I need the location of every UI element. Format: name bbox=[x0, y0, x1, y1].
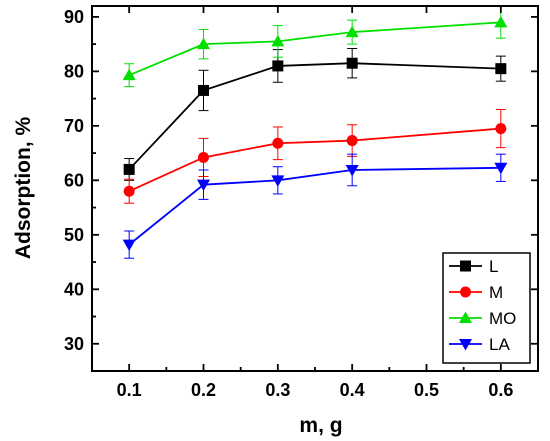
series-la bbox=[122, 153, 508, 259]
data-point bbox=[271, 34, 285, 47]
series-l bbox=[123, 47, 507, 181]
data-point bbox=[346, 135, 358, 147]
y-tick-label: 40 bbox=[64, 279, 84, 299]
y-tick-label: 50 bbox=[64, 225, 84, 245]
series-mo bbox=[122, 6, 508, 88]
x-tick-label: 0.2 bbox=[191, 380, 216, 400]
series-line bbox=[128, 62, 501, 171]
data-point bbox=[197, 37, 210, 50]
data-point bbox=[197, 179, 210, 192]
series-m bbox=[123, 109, 507, 204]
series-line bbox=[128, 127, 501, 193]
y-axis-title: Adsorption, % bbox=[12, 117, 35, 260]
data-point bbox=[345, 25, 359, 38]
series-line bbox=[128, 166, 501, 246]
series-layer bbox=[122, 6, 508, 259]
data-point bbox=[198, 151, 209, 163]
y-tick-label: 30 bbox=[64, 334, 84, 354]
data-point bbox=[271, 175, 285, 187]
y-tick-label: 90 bbox=[64, 7, 84, 27]
data-point bbox=[123, 163, 135, 175]
legend-label: MO bbox=[489, 309, 516, 328]
data-point bbox=[346, 57, 358, 69]
legend-marker bbox=[459, 339, 472, 351]
data-point bbox=[122, 68, 136, 81]
x-tick-label: 0.1 bbox=[117, 380, 142, 400]
data-point bbox=[272, 60, 284, 72]
data-point bbox=[495, 63, 507, 75]
data-point bbox=[122, 239, 136, 252]
data-point bbox=[123, 185, 135, 197]
data-point bbox=[495, 123, 507, 135]
data-point bbox=[198, 84, 209, 96]
data-point bbox=[345, 164, 359, 177]
legend-label: LA bbox=[489, 335, 510, 354]
x-tick-label: 0.3 bbox=[265, 380, 290, 400]
x-tick-label: 0.6 bbox=[488, 380, 513, 400]
ticks-layer: 0.1 0.2 0.3 0.4 0.5 0.6 30 40 50 60 70 80 90 bbox=[64, 6, 539, 400]
legend-marker bbox=[460, 286, 471, 298]
legend-marker bbox=[460, 260, 471, 272]
y-tick-label: 70 bbox=[64, 116, 84, 136]
x-tick-label: 0.5 bbox=[414, 380, 439, 400]
data-point bbox=[272, 137, 284, 149]
legend-marker bbox=[459, 311, 472, 323]
y-tick-label: 80 bbox=[64, 61, 84, 81]
data-point bbox=[494, 162, 508, 175]
legend-box bbox=[442, 252, 531, 364]
legend-label: L bbox=[489, 257, 498, 276]
x-tick-label: 0.4 bbox=[340, 380, 365, 400]
x-axis-title: m, g bbox=[299, 414, 342, 437]
y-tick-label: 60 bbox=[64, 170, 84, 190]
data-point bbox=[494, 15, 508, 28]
legend-label: M bbox=[489, 283, 503, 302]
legend: LM MO LA bbox=[442, 252, 531, 364]
